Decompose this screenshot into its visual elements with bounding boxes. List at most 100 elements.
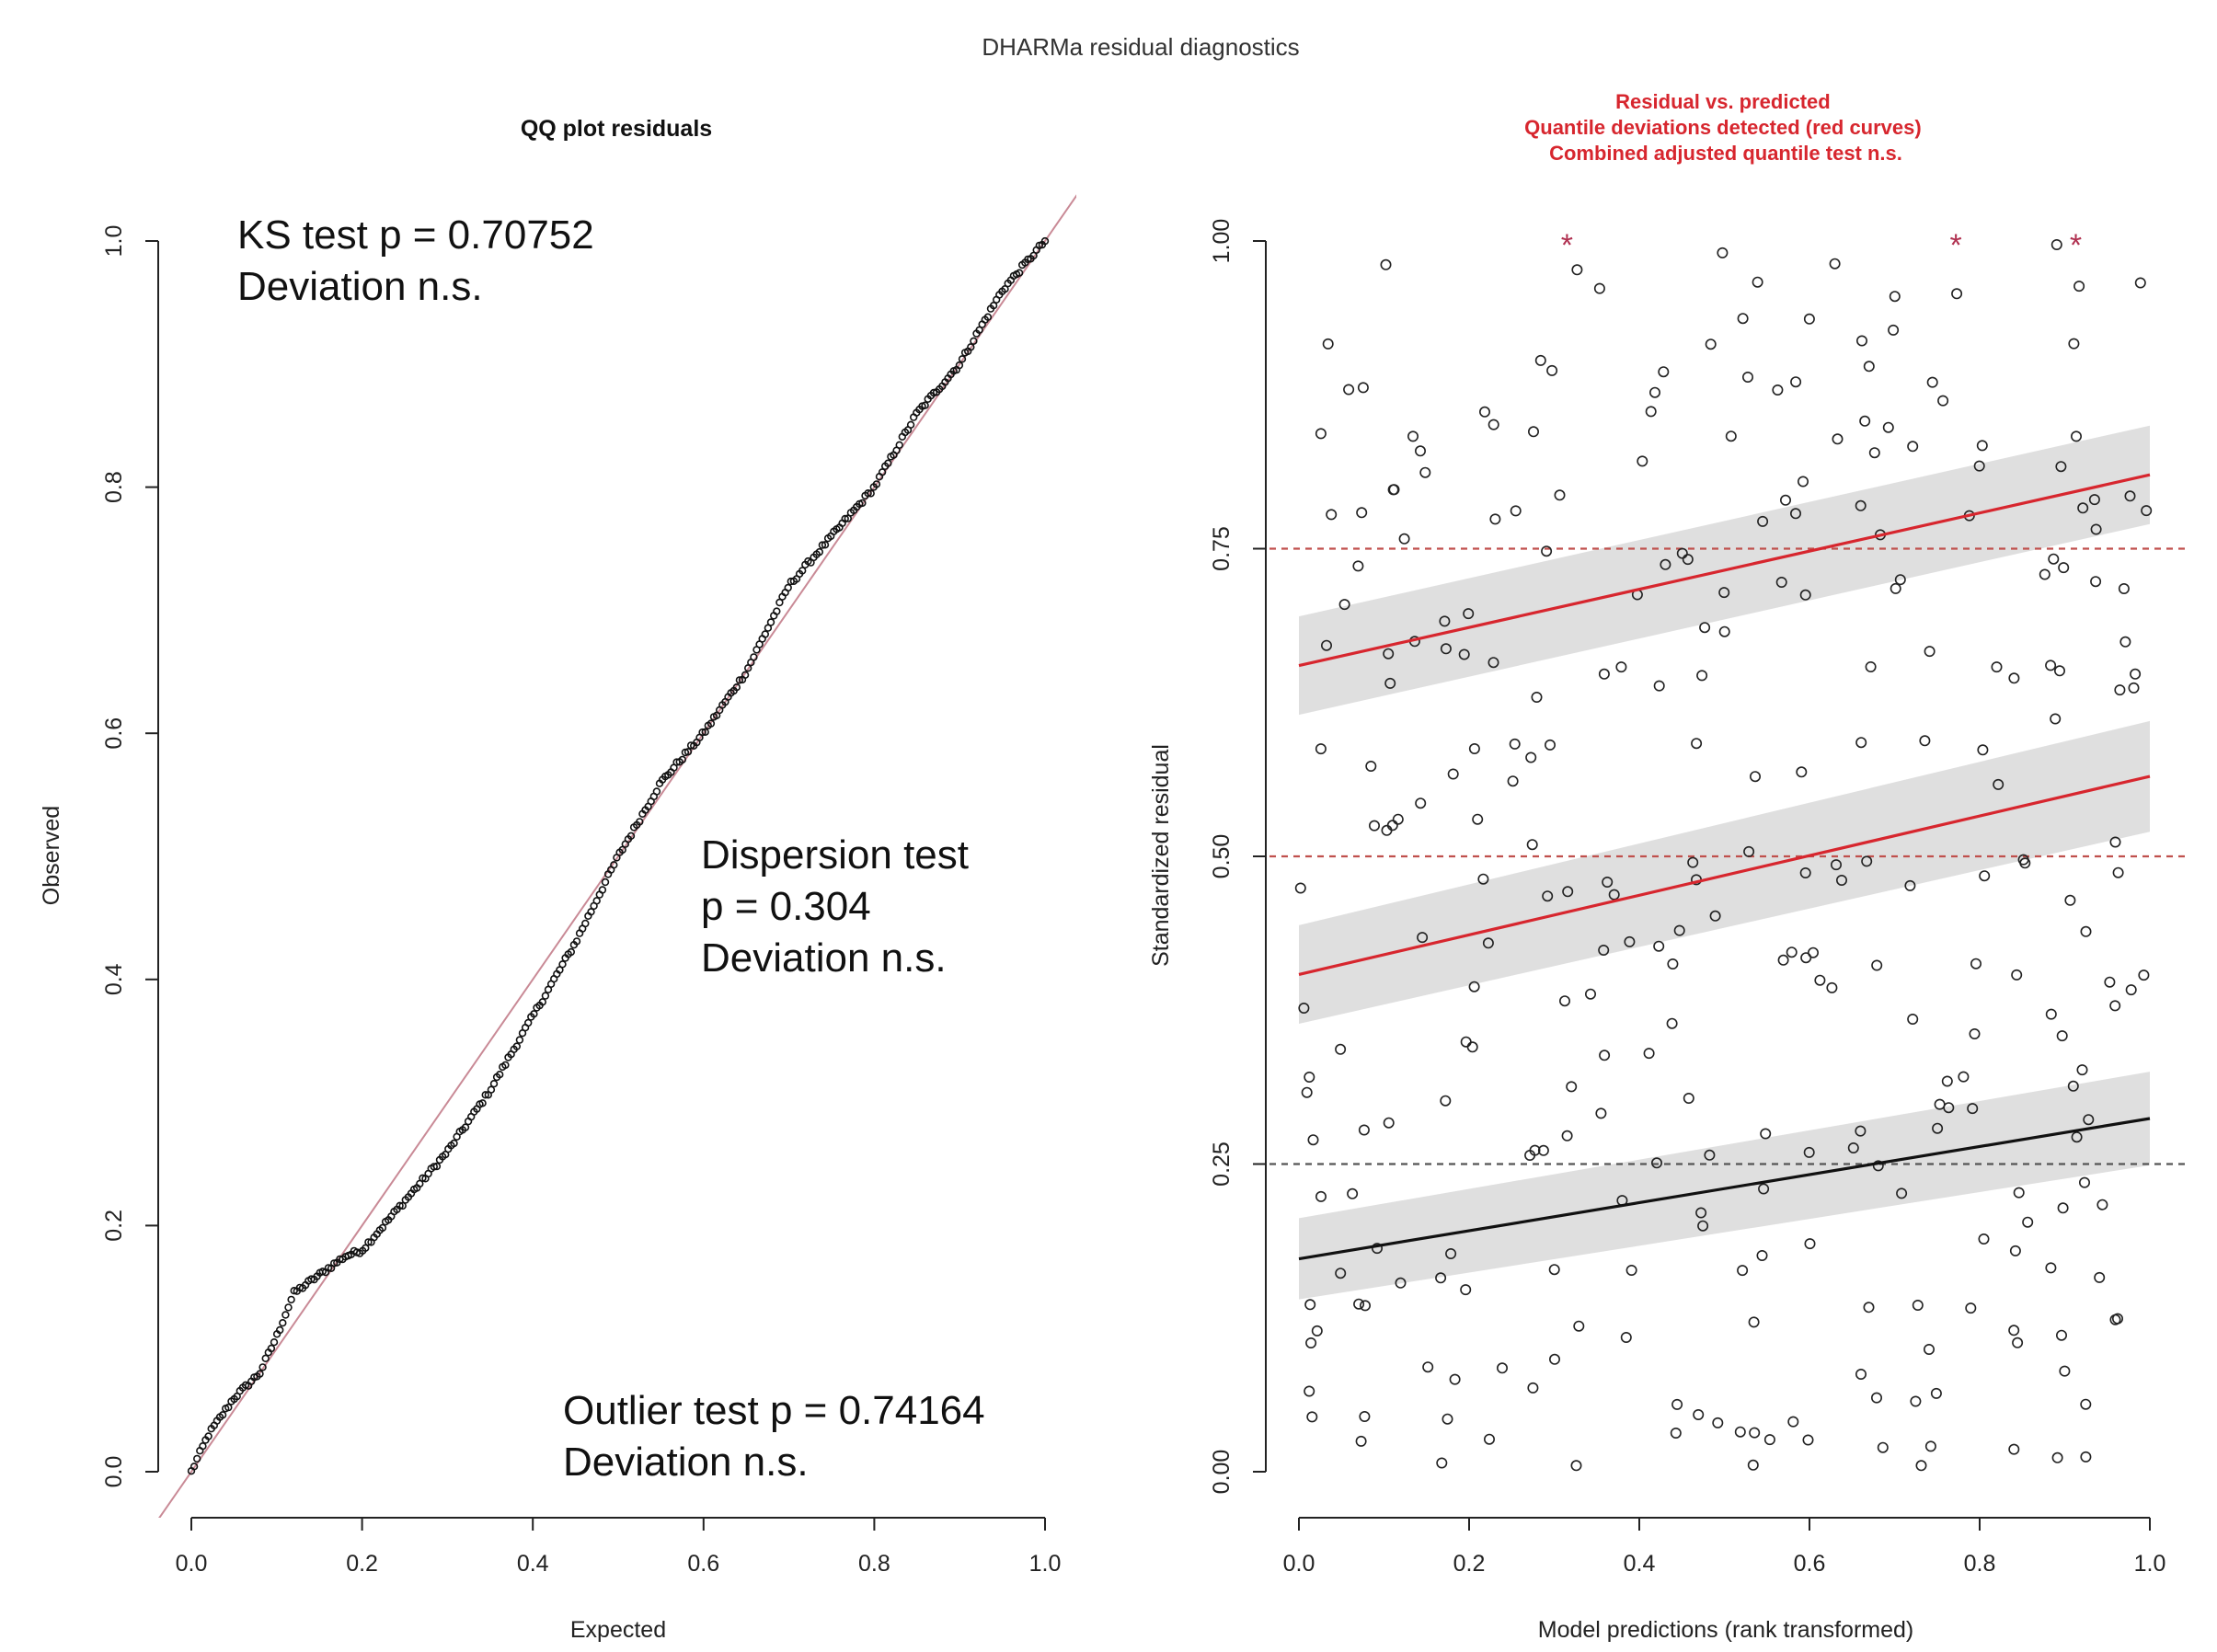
residual-point bbox=[1593, 282, 1605, 294]
qq-point bbox=[906, 420, 915, 429]
qq-point bbox=[279, 1318, 287, 1327]
qq-point bbox=[224, 1403, 233, 1412]
residual-x-tick-label: 1.0 bbox=[2134, 1551, 2166, 1577]
residual-point bbox=[2022, 1216, 2034, 1228]
qq-point bbox=[683, 748, 693, 756]
residual-point bbox=[1335, 1043, 1347, 1055]
qq-point bbox=[515, 1036, 524, 1044]
residual-point bbox=[1667, 958, 1679, 970]
residual-point bbox=[1861, 855, 1873, 867]
residual-point bbox=[1924, 1440, 1936, 1452]
residual-point bbox=[1799, 866, 1811, 878]
qq-point bbox=[864, 488, 872, 498]
residual-point bbox=[1693, 1409, 1705, 1421]
qq-title: QQ plot residuals bbox=[521, 116, 712, 142]
residual-point bbox=[1699, 622, 1711, 634]
residual-point bbox=[1749, 1427, 1761, 1439]
residual-point bbox=[1488, 657, 1499, 669]
residual-point bbox=[1658, 366, 1670, 378]
qq-point bbox=[258, 1363, 267, 1371]
residual-point bbox=[1546, 364, 1558, 376]
residual-point bbox=[1440, 643, 1452, 655]
residual-point bbox=[1894, 574, 1906, 586]
residual-point bbox=[2067, 1080, 2079, 1092]
ks-test-line-1: KS test p = 0.70752 bbox=[237, 212, 594, 258]
residual-point bbox=[2054, 665, 2066, 677]
quantile-regression-lines bbox=[1298, 473, 2151, 1261]
residual-point bbox=[1561, 1130, 1573, 1141]
quantile-confidence-bands bbox=[1299, 425, 2150, 1300]
residual-title: Residual vs. predicted Quantile deviatio… bbox=[1524, 90, 1927, 165]
residual-point bbox=[2118, 582, 2130, 594]
residual-point bbox=[2134, 277, 2146, 289]
qq-point bbox=[815, 547, 823, 556]
residual-point bbox=[1507, 775, 1519, 787]
residual-point bbox=[1466, 1041, 1478, 1053]
residual-point bbox=[1554, 489, 1566, 501]
residual-point bbox=[1871, 1392, 1883, 1404]
qq-point bbox=[732, 683, 741, 692]
qq-point bbox=[538, 998, 546, 1006]
residual-point bbox=[1549, 1353, 1561, 1365]
qq-point bbox=[701, 728, 709, 736]
residual-point bbox=[1930, 1387, 1942, 1399]
residual-point bbox=[2017, 854, 2029, 866]
residual-point bbox=[1951, 288, 1963, 300]
residual-point bbox=[1777, 954, 1789, 966]
residual-point bbox=[1682, 554, 1694, 566]
residual-point bbox=[1969, 1028, 1981, 1040]
confidence-band bbox=[1299, 1072, 2150, 1300]
residual-point bbox=[1814, 974, 1826, 986]
residual-point bbox=[1912, 1300, 1924, 1312]
qq-point bbox=[706, 719, 716, 728]
qq-x-tick-label: 0.6 bbox=[687, 1551, 719, 1577]
residual-point bbox=[1831, 859, 1843, 871]
residual-point bbox=[1510, 505, 1522, 517]
residual-point bbox=[1445, 1248, 1457, 1260]
residual-point bbox=[1298, 1003, 1310, 1015]
residual-point bbox=[1460, 1284, 1472, 1296]
qq-point bbox=[430, 1163, 438, 1171]
residual-point bbox=[1440, 1095, 1452, 1107]
residual-point bbox=[2112, 866, 2124, 878]
residual-point bbox=[1360, 1300, 1372, 1312]
residual-point bbox=[1356, 507, 1368, 519]
residual-point bbox=[1643, 1048, 1655, 1060]
residual-point bbox=[1896, 1187, 1908, 1199]
residual-point bbox=[1760, 1128, 1772, 1140]
confidence-band bbox=[1299, 720, 2150, 1024]
qq-point bbox=[678, 755, 686, 764]
residual-point bbox=[1566, 1081, 1578, 1093]
residual-y-tick-label: 0.50 bbox=[1209, 834, 1235, 879]
qq-point bbox=[686, 741, 695, 750]
residual-point bbox=[2079, 1176, 2091, 1188]
residual-point bbox=[1488, 419, 1499, 430]
qq-point bbox=[450, 1139, 458, 1148]
residual-point bbox=[1743, 845, 1755, 857]
residual-point bbox=[1468, 742, 1480, 754]
residual-point bbox=[1666, 1017, 1678, 1029]
residual-point bbox=[2119, 636, 2131, 648]
qq-point bbox=[541, 992, 550, 1000]
residual-point bbox=[2045, 660, 2057, 671]
residual-point bbox=[1384, 677, 1396, 689]
qq-y-ticks: 0.0 0.2 0.4 0.6 0.8 1.0 bbox=[101, 225, 158, 1487]
residual-point bbox=[1687, 856, 1699, 868]
residual-point bbox=[1321, 639, 1333, 651]
residual-point bbox=[2077, 502, 2089, 514]
residual-point bbox=[1877, 1441, 1889, 1453]
quantile-reference-lines bbox=[1269, 547, 2185, 1165]
residual-point bbox=[1595, 1107, 1607, 1119]
residual-point bbox=[2109, 1000, 2121, 1012]
residual-point bbox=[1803, 313, 1815, 325]
residual-point bbox=[1737, 313, 1749, 325]
qq-point bbox=[841, 514, 849, 523]
residual-point bbox=[1798, 476, 1809, 488]
residual-point bbox=[1696, 670, 1708, 682]
residual-point bbox=[2011, 969, 2023, 981]
qq-point bbox=[884, 459, 892, 467]
qq-point bbox=[741, 671, 750, 679]
residual-point bbox=[1958, 1071, 1970, 1083]
residual-point bbox=[1602, 876, 1614, 888]
dispersion-test-line-1: Dispersion test bbox=[701, 832, 969, 878]
